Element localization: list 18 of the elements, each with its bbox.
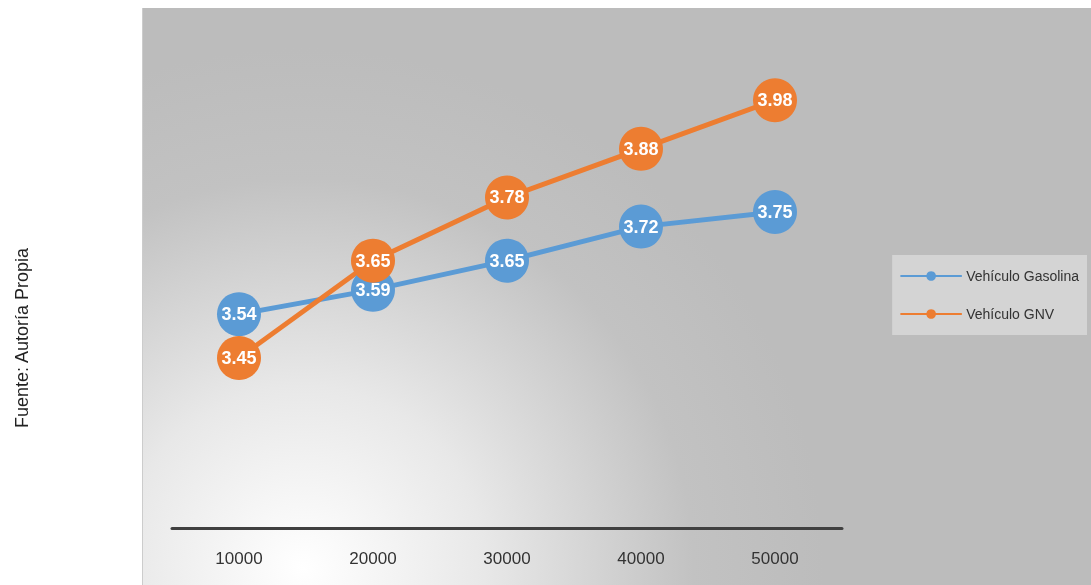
legend-label: Vehículo Gasolina (966, 268, 1080, 284)
data-label: 3.65 (355, 250, 391, 271)
legend-label: Vehículo GNV (966, 306, 1055, 322)
x-tick-label: 20000 (349, 549, 397, 568)
data-label: 3.59 (355, 279, 391, 300)
data-label: 3.54 (221, 304, 257, 325)
data-label: 3.98 (757, 90, 793, 111)
x-tick-label: 10000 (215, 549, 263, 568)
data-label: 3.65 (489, 250, 525, 271)
x-tick-label: 50000 (751, 549, 799, 568)
data-label: 3.88 (623, 138, 659, 159)
data-label: 3.78 (489, 187, 525, 208)
data-label: 3.72 (623, 216, 659, 237)
source-note: Fuente: Autoría Propia (12, 246, 32, 429)
data-label: 3.45 (221, 347, 257, 368)
data-label: 3.75 (757, 202, 793, 223)
x-tick-label: 40000 (617, 549, 665, 568)
x-tick-label: 30000 (483, 549, 531, 568)
